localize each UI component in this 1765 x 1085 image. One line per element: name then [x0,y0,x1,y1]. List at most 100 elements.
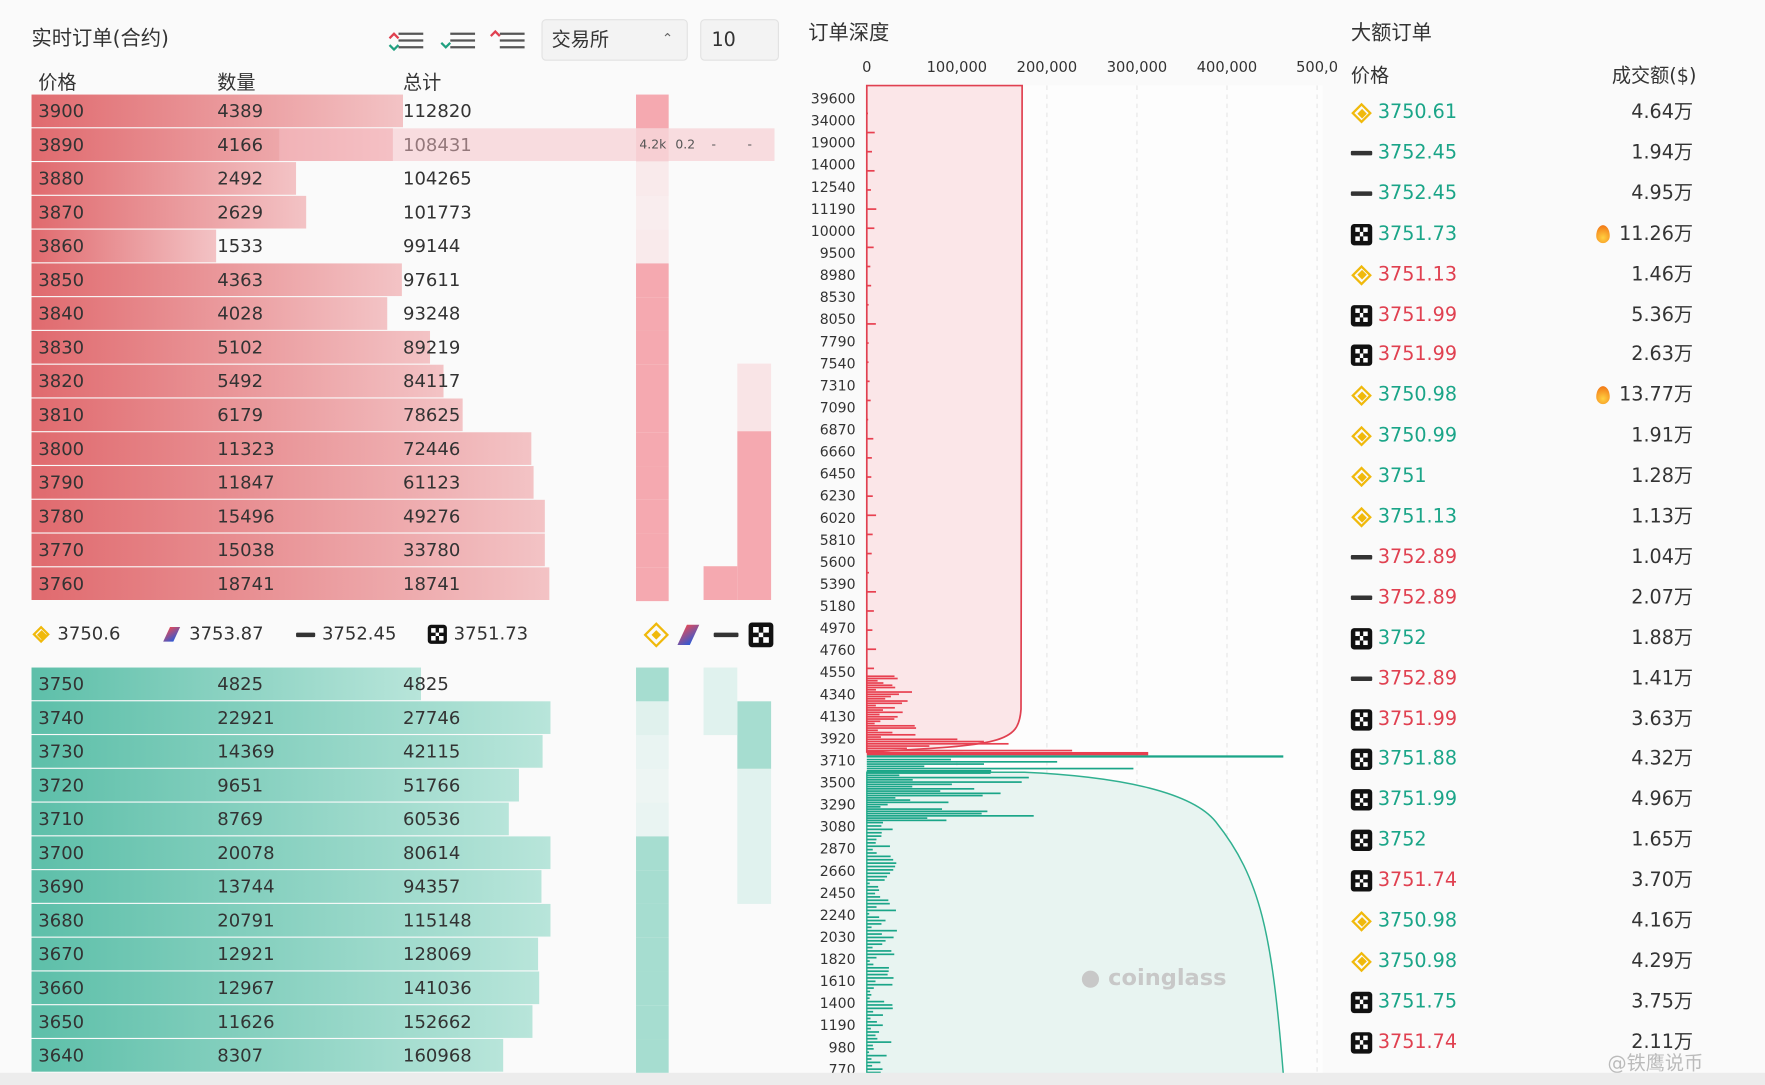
bid-bar [866,785,913,788]
bid-price: 3740 [38,706,85,729]
okx-icon-cell [1355,1044,1360,1050]
ask-total: 97611 [403,269,461,291]
y-tick-label: 5390 [820,577,856,593]
ask-bar [866,590,877,593]
ask-bar [866,727,917,729]
bid-heat [703,667,738,736]
ask-bar [31,533,545,567]
y-tick-label: 12540 [811,180,856,196]
ask-qty: 18741 [217,572,275,595]
large-price: 3751.13 [1377,505,1458,528]
large-amount: 13.77万 [1619,384,1694,407]
bid-bar [866,929,897,932]
okx-icon-cell [1355,883,1360,888]
ask-total: 84117 [403,370,461,392]
y-tick-label: 7540 [820,356,856,372]
ask-bar [866,720,881,723]
bid-bar [866,875,888,878]
ask-bar [866,246,874,249]
ask-bar [866,208,877,210]
okx-icon-cell [1363,317,1368,322]
okx-icon-cell [1355,357,1360,363]
bottom-bar [0,1072,1765,1085]
ask-heat [636,432,669,467]
ask-area [865,84,1023,753]
bid-bar [31,937,539,971]
large-price: 3751.75 [1377,990,1458,1013]
okx-icon-cell [1363,753,1368,758]
large-price: 3750.98 [1377,949,1458,973]
view-toggles[interactable] [387,29,533,54]
large-amount: 1.91万 [1631,424,1694,448]
ask-total: 72446 [403,437,461,460]
okx-icon-cell [1355,1004,1360,1009]
y-tick-label: 3920 [820,731,856,747]
ask-price: 3890 [38,133,85,156]
ask-bar [866,742,1009,745]
ask-bar [866,751,1149,756]
bid-heat [636,1005,669,1040]
bid-bar [866,993,872,996]
bid-qty: 12967 [217,977,275,999]
okx-icon-cell [1359,797,1364,803]
ask-bar [866,724,915,727]
bybit-icon [713,632,739,638]
bid-bar [866,1014,883,1016]
y-tick-label: 2240 [820,908,856,924]
bid-bar [866,899,889,902]
bid-bar [866,916,880,919]
ask-qty: 15496 [217,505,275,527]
bid-bar [866,1000,885,1003]
depth-select-label: 10 [711,29,736,52]
large-amount: 3.63万 [1631,707,1694,731]
ask-qty: 4028 [217,302,264,325]
y-tick-label: 5600 [820,555,856,571]
ask-bar [866,648,877,651]
large-amount-header: 成交额($) [1611,65,1697,88]
bid-bar [866,1004,893,1006]
bid-bar [866,817,928,819]
large-amount: 4.95万 [1631,182,1694,205]
ask-bar [31,398,463,432]
bid-qty: 22921 [217,706,275,729]
bid-bar [866,763,984,765]
large-price: 3752 [1377,828,1427,852]
bid-total: 60536 [403,808,461,830]
y-tick-label: 1820 [820,952,856,968]
ask-bar [866,740,984,743]
okx-icon-cell [1359,1040,1364,1045]
orderbook-title: 实时订单(合约) [31,27,169,51]
ask-bar [31,297,388,330]
exchange-select-label: 交易所 [551,29,610,52]
large-price: 3752.45 [1377,182,1458,205]
ask-price: 3880 [38,167,85,190]
exchange-select[interactable] [541,19,688,61]
depth-select[interactable] [700,19,779,61]
y-tick-label: 7310 [820,378,856,394]
bid-heat [636,836,669,871]
watermark-text: coinglass [1108,963,1227,991]
bid-bar [31,768,519,802]
bid-bar [866,812,982,815]
bid-bar [866,806,881,808]
bid-total: 160968 [403,1044,472,1067]
bid-bar [866,1071,881,1074]
y-tick-label: 4340 [820,687,856,703]
bid-bar [31,903,551,937]
bid-qty: 4825 [217,673,264,695]
large-amount: 1.88万 [1631,626,1694,650]
ask-bar [866,323,876,325]
bid-bar [866,783,952,786]
bid-bar [866,1054,887,1057]
bid-bar [866,980,876,983]
okx-icon-cell [1363,227,1368,233]
large-price: 3751.88 [1377,747,1458,771]
bid-bar [866,896,881,898]
bid-qty: 20078 [217,842,275,864]
ask-heat [636,229,669,264]
ask-bar [866,702,903,705]
bid-total: 115148 [403,909,472,931]
large-price: 3750.98 [1377,909,1458,933]
bid-price: 3700 [38,842,85,864]
okx-icon-cell [1359,232,1364,237]
